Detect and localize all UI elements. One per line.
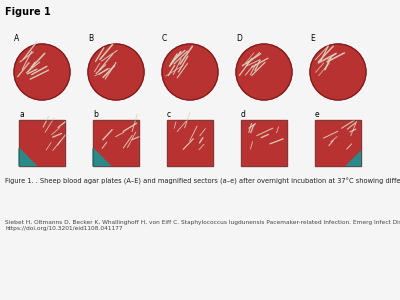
Bar [167,120,213,166]
Bar [93,120,139,166]
Polygon shape [19,148,36,166]
Text: Figure 1. . Sheep blood agar plates (A–E) and magnified sectors (a–e) after over: Figure 1. . Sheep blood agar plates (A–E… [5,178,400,185]
Polygon shape [346,151,361,166]
Bar [241,120,287,166]
Circle shape [88,44,144,100]
Circle shape [162,44,218,100]
Text: A: A [14,34,19,43]
Text: C: C [162,34,167,43]
Bar [315,120,361,166]
Text: d: d [241,110,246,119]
Text: E: E [310,34,315,43]
Bar [19,120,65,166]
Bar [93,120,139,166]
Text: e: e [315,110,320,119]
Text: b: b [93,110,98,119]
Text: a: a [19,110,24,119]
Polygon shape [93,148,110,166]
Circle shape [14,44,70,100]
Text: Siebet H, Oltmanns D, Becker K, Whallinghoff H, von Eiff C. Staphylococcus lugdu: Siebet H, Oltmanns D, Becker K, Whalling… [5,220,400,231]
Bar [241,120,287,166]
Bar [315,120,361,166]
Bar [19,120,65,166]
Bar [167,120,213,166]
Text: c: c [167,110,171,119]
Text: D: D [236,34,242,43]
Circle shape [236,44,292,100]
Circle shape [310,44,366,100]
Text: B: B [88,34,93,43]
Text: Figure 1: Figure 1 [5,7,51,17]
